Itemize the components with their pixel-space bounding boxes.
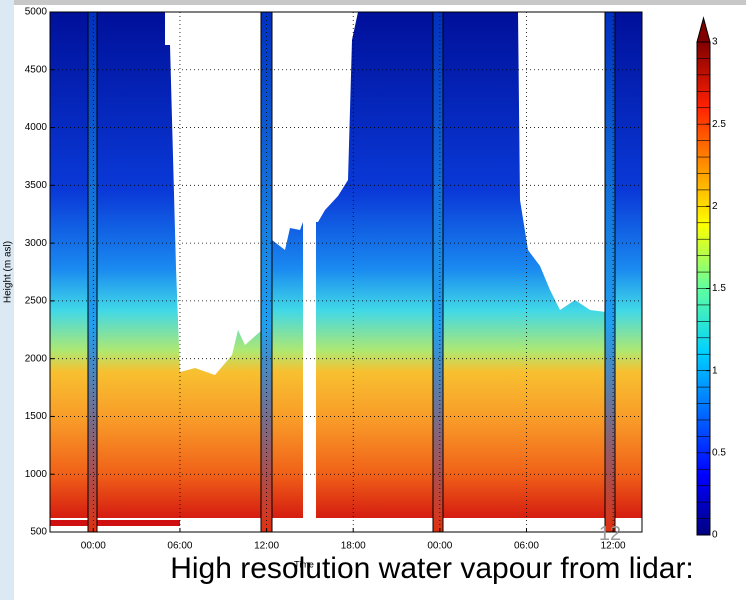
colorbar-tick-label: 0.5 xyxy=(712,447,726,458)
colorbar-tick-label: 3 xyxy=(712,37,718,48)
page-number: 12 xyxy=(599,523,621,545)
y-tick-label: 2000 xyxy=(25,353,48,364)
top-bar xyxy=(0,0,746,5)
colorbar xyxy=(696,16,711,536)
heatmap xyxy=(50,11,642,533)
y-tick-label: 5000 xyxy=(25,7,48,18)
colorbar-tick-label: 2 xyxy=(712,201,718,212)
y-tick-label: 3500 xyxy=(25,180,48,191)
x-tick-label: 12:00 xyxy=(601,541,626,552)
y-tick-label: 2500 xyxy=(25,296,48,307)
x-tick-label: 12:00 xyxy=(254,541,279,552)
colorbar-tick-label: 1.5 xyxy=(712,283,726,294)
x-tick-label: 00:00 xyxy=(81,541,106,552)
y-tick-label: 4500 xyxy=(25,64,48,75)
x-tick-label: 00:00 xyxy=(427,541,452,552)
y-tick-label: 1000 xyxy=(25,469,48,480)
y-tick-label: 500 xyxy=(30,527,47,538)
y-tick-label: 3000 xyxy=(25,238,48,249)
x-axis-label: Time xyxy=(294,559,314,569)
y-tick-label: 4000 xyxy=(25,122,48,133)
slide-edge xyxy=(0,0,14,600)
caption: High resolution water vapour from lidar: xyxy=(170,552,694,585)
x-tick-label: 18:00 xyxy=(341,541,366,552)
x-tick-label: 06:00 xyxy=(167,541,192,552)
y-axis-label: Height (m asl) xyxy=(3,241,14,303)
y-tick-label: 1500 xyxy=(25,411,48,422)
colorbar-tick-label: 1 xyxy=(712,365,718,376)
colorbar-tick-label: 0 xyxy=(712,530,718,541)
colorbar-tick-label: 2.5 xyxy=(712,119,726,130)
x-tick-label: 06:00 xyxy=(514,541,539,552)
